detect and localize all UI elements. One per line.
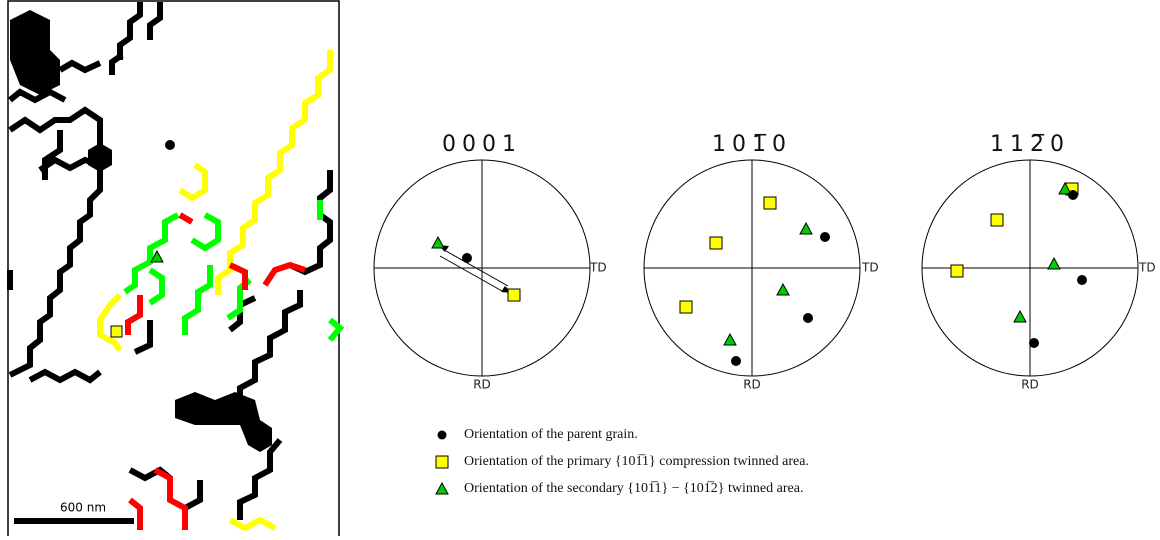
secondary-marker bbox=[150, 249, 164, 263]
arrow bbox=[439, 255, 503, 292]
parent-marker bbox=[1077, 275, 1087, 285]
grain-blob bbox=[10, 10, 60, 95]
pf-title: 112̅0 bbox=[990, 132, 1070, 157]
primary-marker bbox=[950, 264, 964, 278]
rd-label: RD bbox=[743, 378, 761, 392]
primary-marker bbox=[110, 325, 123, 338]
ebsd-map: 600 nm bbox=[7, 0, 345, 540]
pf-title: 0001 bbox=[442, 132, 522, 157]
parent-marker bbox=[462, 253, 472, 263]
boundary bbox=[123, 200, 345, 342]
parent-marker bbox=[803, 313, 813, 323]
secondary-marker bbox=[431, 235, 445, 249]
parent-marker bbox=[165, 140, 175, 150]
arrow bbox=[445, 250, 509, 287]
legend-text: Orientation of the primary {101̅1} compr… bbox=[464, 454, 809, 469]
primary-marker bbox=[679, 300, 693, 314]
secondary-marker bbox=[1013, 309, 1027, 323]
pole-figure: 0001 TD RD bbox=[373, 132, 607, 392]
primary-marker bbox=[763, 196, 777, 210]
parent-marker bbox=[1068, 190, 1078, 200]
scale-bar bbox=[14, 518, 134, 524]
scale-label: 600 nm bbox=[60, 501, 106, 515]
boundary bbox=[97, 50, 333, 532]
td-label: TD bbox=[589, 261, 607, 275]
parent-marker bbox=[820, 232, 830, 242]
secondary-marker bbox=[776, 282, 790, 296]
secondary-marker bbox=[1047, 256, 1061, 270]
legend-marker bbox=[435, 455, 449, 469]
legend-text: Orientation of the parent grain. bbox=[464, 427, 638, 442]
primary-marker bbox=[507, 288, 521, 302]
boundary bbox=[125, 212, 306, 530]
secondary-marker bbox=[723, 332, 737, 346]
parent-marker bbox=[1029, 338, 1039, 348]
secondary-marker bbox=[799, 221, 813, 235]
legend-marker bbox=[437, 430, 447, 440]
legend-text: Orientation of the secondary {101̅1} − {… bbox=[464, 481, 803, 496]
legend: Orientation of the parent grain. Orienta… bbox=[435, 427, 809, 496]
parent-marker bbox=[731, 356, 741, 366]
primary-marker bbox=[990, 213, 1004, 227]
legend-marker bbox=[435, 481, 449, 495]
td-label: TD bbox=[861, 261, 879, 275]
grain-blob bbox=[175, 392, 272, 452]
primary-marker bbox=[709, 236, 723, 250]
boundary bbox=[58, 2, 163, 75]
secondary-marker bbox=[1058, 181, 1072, 195]
pole-figure: 101̅0 TD RD bbox=[643, 132, 879, 392]
pf-title: 101̅0 bbox=[712, 132, 792, 157]
rd-label: RD bbox=[473, 378, 491, 392]
pole-figure: 112̅0 TD RD bbox=[921, 132, 1156, 392]
td-label: TD bbox=[1138, 261, 1156, 275]
rd-label: RD bbox=[1021, 378, 1039, 392]
boundary bbox=[8, 88, 103, 384]
